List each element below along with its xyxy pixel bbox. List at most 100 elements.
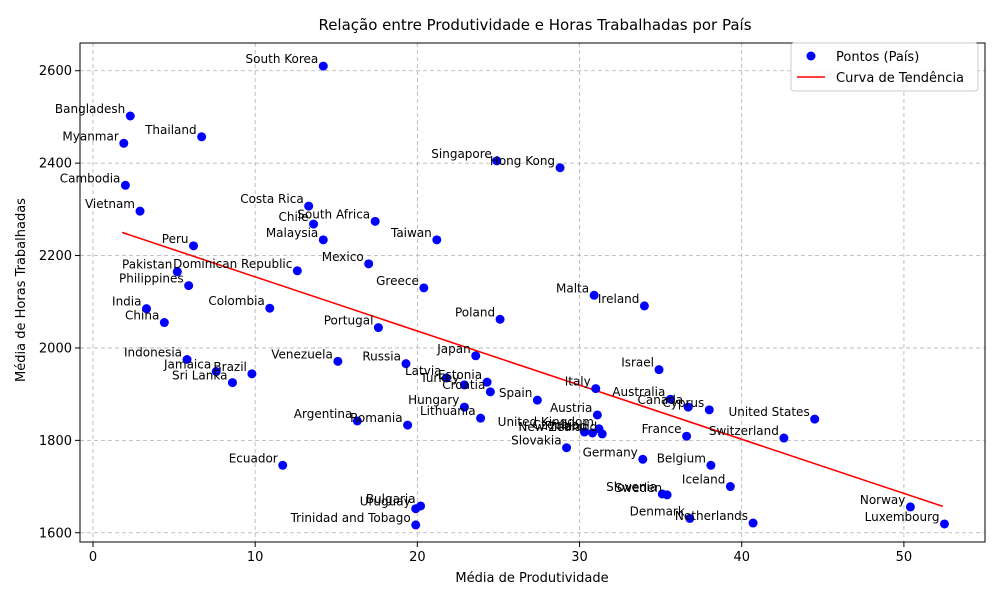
point-label: Denmark — [630, 504, 685, 518]
data-point — [779, 433, 789, 443]
data-point — [364, 259, 374, 269]
x-axis-ticks: 0 10 20 30 40 50 — [89, 542, 912, 565]
x-tick-label: 50 — [896, 550, 913, 565]
data-point — [639, 301, 649, 311]
point-label: Sweden — [615, 481, 662, 495]
point-label: Taiwan — [390, 226, 432, 240]
point-label: Iceland — [682, 473, 725, 487]
data-point — [476, 413, 486, 423]
point-label: Canada — [638, 393, 684, 407]
data-point — [485, 387, 495, 397]
data-point — [370, 216, 380, 226]
data-point — [562, 443, 572, 453]
point-label: Bulgaria — [366, 492, 416, 506]
point-label: Indonesia — [124, 345, 182, 359]
point-label: Japan — [436, 342, 470, 356]
point-label: Peru — [162, 232, 189, 246]
point-label: Venezuela — [271, 347, 333, 361]
point-label: Australia — [612, 385, 665, 399]
x-tick-label: 40 — [733, 550, 750, 565]
y-tick-label: 2200 — [39, 249, 72, 264]
x-tick-label: 30 — [571, 550, 588, 565]
point-label: Slovakia — [511, 434, 561, 448]
point-label: Dominican Republic — [173, 257, 292, 271]
data-point — [682, 431, 692, 441]
data-point — [419, 283, 429, 293]
legend-points-marker — [806, 51, 816, 61]
data-point — [654, 365, 664, 375]
data-point — [119, 138, 129, 148]
data-point — [318, 61, 328, 71]
point-label: Argentina — [294, 407, 353, 421]
point-label: Croatia — [442, 378, 485, 392]
data-point — [471, 351, 481, 361]
legend-trend-label: Curva de Tendência — [836, 71, 964, 86]
legend-points-label: Pontos (País) — [836, 50, 919, 65]
point-label: Israel — [621, 356, 654, 370]
data-point — [591, 384, 601, 394]
point-label: Estonia — [438, 368, 482, 382]
data-point — [120, 180, 130, 190]
data-point — [189, 241, 199, 251]
data-point — [432, 235, 442, 245]
y-tick-label: 2000 — [39, 341, 72, 356]
legend: Pontos (País) Curva de Tendência — [790, 42, 979, 92]
data-point — [748, 518, 758, 528]
data-point — [685, 513, 695, 523]
y-tick-label: 2400 — [39, 157, 72, 172]
data-point — [197, 132, 207, 142]
data-point — [411, 504, 421, 514]
point-label: Pakistan — [122, 258, 172, 272]
trend-line — [121, 231, 944, 508]
point-label: New Zealand — [518, 420, 597, 434]
point-label: Italy — [565, 375, 591, 389]
data-point — [482, 377, 492, 387]
data-point — [309, 219, 319, 229]
point-label: Sri Lanka — [172, 369, 227, 383]
point-label: India — [112, 295, 141, 309]
data-point — [589, 290, 599, 300]
point-label: United States — [728, 405, 809, 419]
point-label: Czechia — [532, 418, 579, 432]
point-label: Ireland — [598, 292, 640, 306]
data-point — [459, 380, 469, 390]
point-label: Russia — [362, 350, 401, 364]
point-label: Germany — [583, 445, 638, 459]
point-label: China — [125, 309, 159, 323]
point-label: South Korea — [246, 52, 319, 66]
data-point — [304, 201, 314, 211]
data-point — [401, 359, 411, 369]
data-point — [939, 519, 949, 529]
point-label: Romania — [350, 411, 402, 425]
point-label: Turkey — [419, 371, 459, 385]
point-label: Colombia — [208, 294, 264, 308]
data-point — [211, 367, 221, 377]
data-point — [411, 520, 421, 530]
point-label: Finland — [545, 419, 588, 433]
point-label: Jamaica — [163, 358, 211, 372]
point-label: South Africa — [297, 207, 370, 221]
point-label: Chile — [279, 210, 309, 224]
point-label: Latvia — [405, 364, 442, 378]
data-point — [373, 323, 383, 333]
point-label: Vietnam — [85, 197, 135, 211]
data-point — [182, 354, 192, 364]
x-tick-label: 0 — [89, 550, 97, 565]
data-point — [662, 490, 672, 500]
y-axis-ticks: 1600 1800 2000 2200 2400 2600 — [39, 64, 80, 541]
point-label: Bangladesh — [55, 102, 125, 116]
data-point — [706, 460, 716, 470]
point-label: Myanmar — [62, 129, 118, 143]
data-point — [318, 235, 328, 245]
data-point — [227, 378, 237, 388]
data-point — [704, 405, 714, 415]
data-point — [905, 502, 915, 512]
point-label: Trinidad and Tobago — [290, 511, 411, 525]
data-point — [247, 369, 257, 379]
data-point — [579, 427, 589, 437]
points-layer — [119, 61, 949, 530]
point-label: Austria — [550, 401, 592, 415]
point-label: Singapore — [431, 147, 492, 161]
